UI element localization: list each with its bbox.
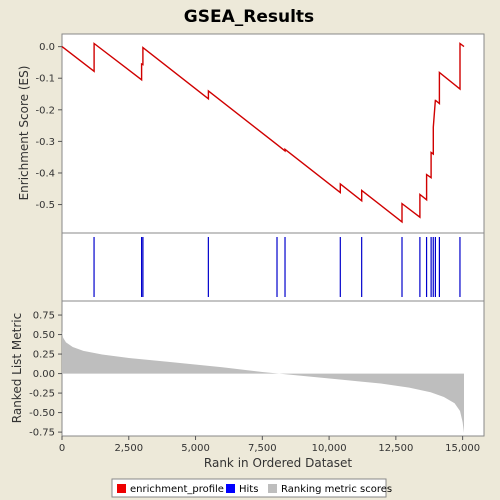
x-tick-label: 15,000	[445, 443, 480, 454]
x-tick-label: 7,500	[248, 443, 277, 454]
rank-y-tick-label: -0.25	[29, 389, 55, 400]
hit-lines	[93, 237, 461, 297]
es-panel-frame	[61, 33, 485, 234]
rank-y-label: Ranked List Metric	[10, 313, 24, 423]
x-tick-label: 10,000	[312, 443, 347, 454]
chart-title: GSEA_Results	[184, 7, 314, 27]
legend-swatch-ranking-metric	[268, 484, 277, 493]
legend-label-hits: Hits	[239, 484, 258, 495]
rank-y-tick-label: 0.25	[33, 350, 55, 361]
legend-label-enrichment-profile: enrichment_profile	[130, 484, 224, 495]
x-tick-label: 12,500	[378, 443, 413, 454]
es-y-label: Enrichment Score (ES)	[17, 66, 31, 201]
es-y-tick-label: -0.2	[35, 105, 55, 116]
ranking-metric-area	[62, 330, 464, 433]
hits-panel-frame	[61, 232, 485, 302]
rank-y-tick-label: 0.00	[33, 369, 55, 380]
rank-y-tick-label: -0.50	[29, 408, 55, 419]
x-tick-label: 2,500	[114, 443, 143, 454]
rank-y-tick-label: 0.50	[33, 330, 55, 341]
rank-y-tick-label: -0.75	[29, 428, 55, 439]
es-y-tick-label: -0.1	[35, 74, 55, 85]
es-y-tick-label: 0.0	[39, 42, 55, 53]
rank-panel: 0.75 0.50 0.25 0.00 -0.25 -0.50 -0.75 Ranked L…	[10, 300, 485, 439]
x-axis-ticks: 0 2,500 5,000 7,500 10,000 12,500 15,000	[59, 436, 480, 454]
x-tick-label: 0	[59, 443, 65, 454]
x-axis-label: Rank in Ordered Dataset	[204, 456, 352, 470]
legend-box	[111, 478, 387, 498]
es-y-tick-label: -0.5	[35, 200, 55, 211]
es-y-tick-label: -0.4	[35, 168, 55, 179]
legend-swatch-enrichment-profile	[117, 484, 126, 493]
enrichment-profile-line	[61, 42, 465, 224]
es-y-ticks: 0.0 -0.1 -0.2 -0.3 -0.4 -0.5	[35, 42, 62, 211]
es-y-tick-label: -0.3	[35, 137, 55, 148]
x-tick-label: 5,000	[181, 443, 210, 454]
rank-y-ticks: 0.75 0.50 0.25 0.00 -0.25 -0.50 -0.75	[29, 311, 62, 439]
legend-label-ranking-metric: Ranking metric scores	[281, 484, 392, 495]
hits-panel	[61, 232, 485, 302]
legend-swatch-hits	[226, 484, 235, 493]
rank-y-tick-label: 0.75	[33, 311, 55, 322]
es-panel: 0.0 -0.1 -0.2 -0.3 -0.4 -0.5 Enrichment Score…	[17, 33, 485, 234]
legend: enrichment_profile Hits Ranking metric s…	[111, 478, 392, 498]
